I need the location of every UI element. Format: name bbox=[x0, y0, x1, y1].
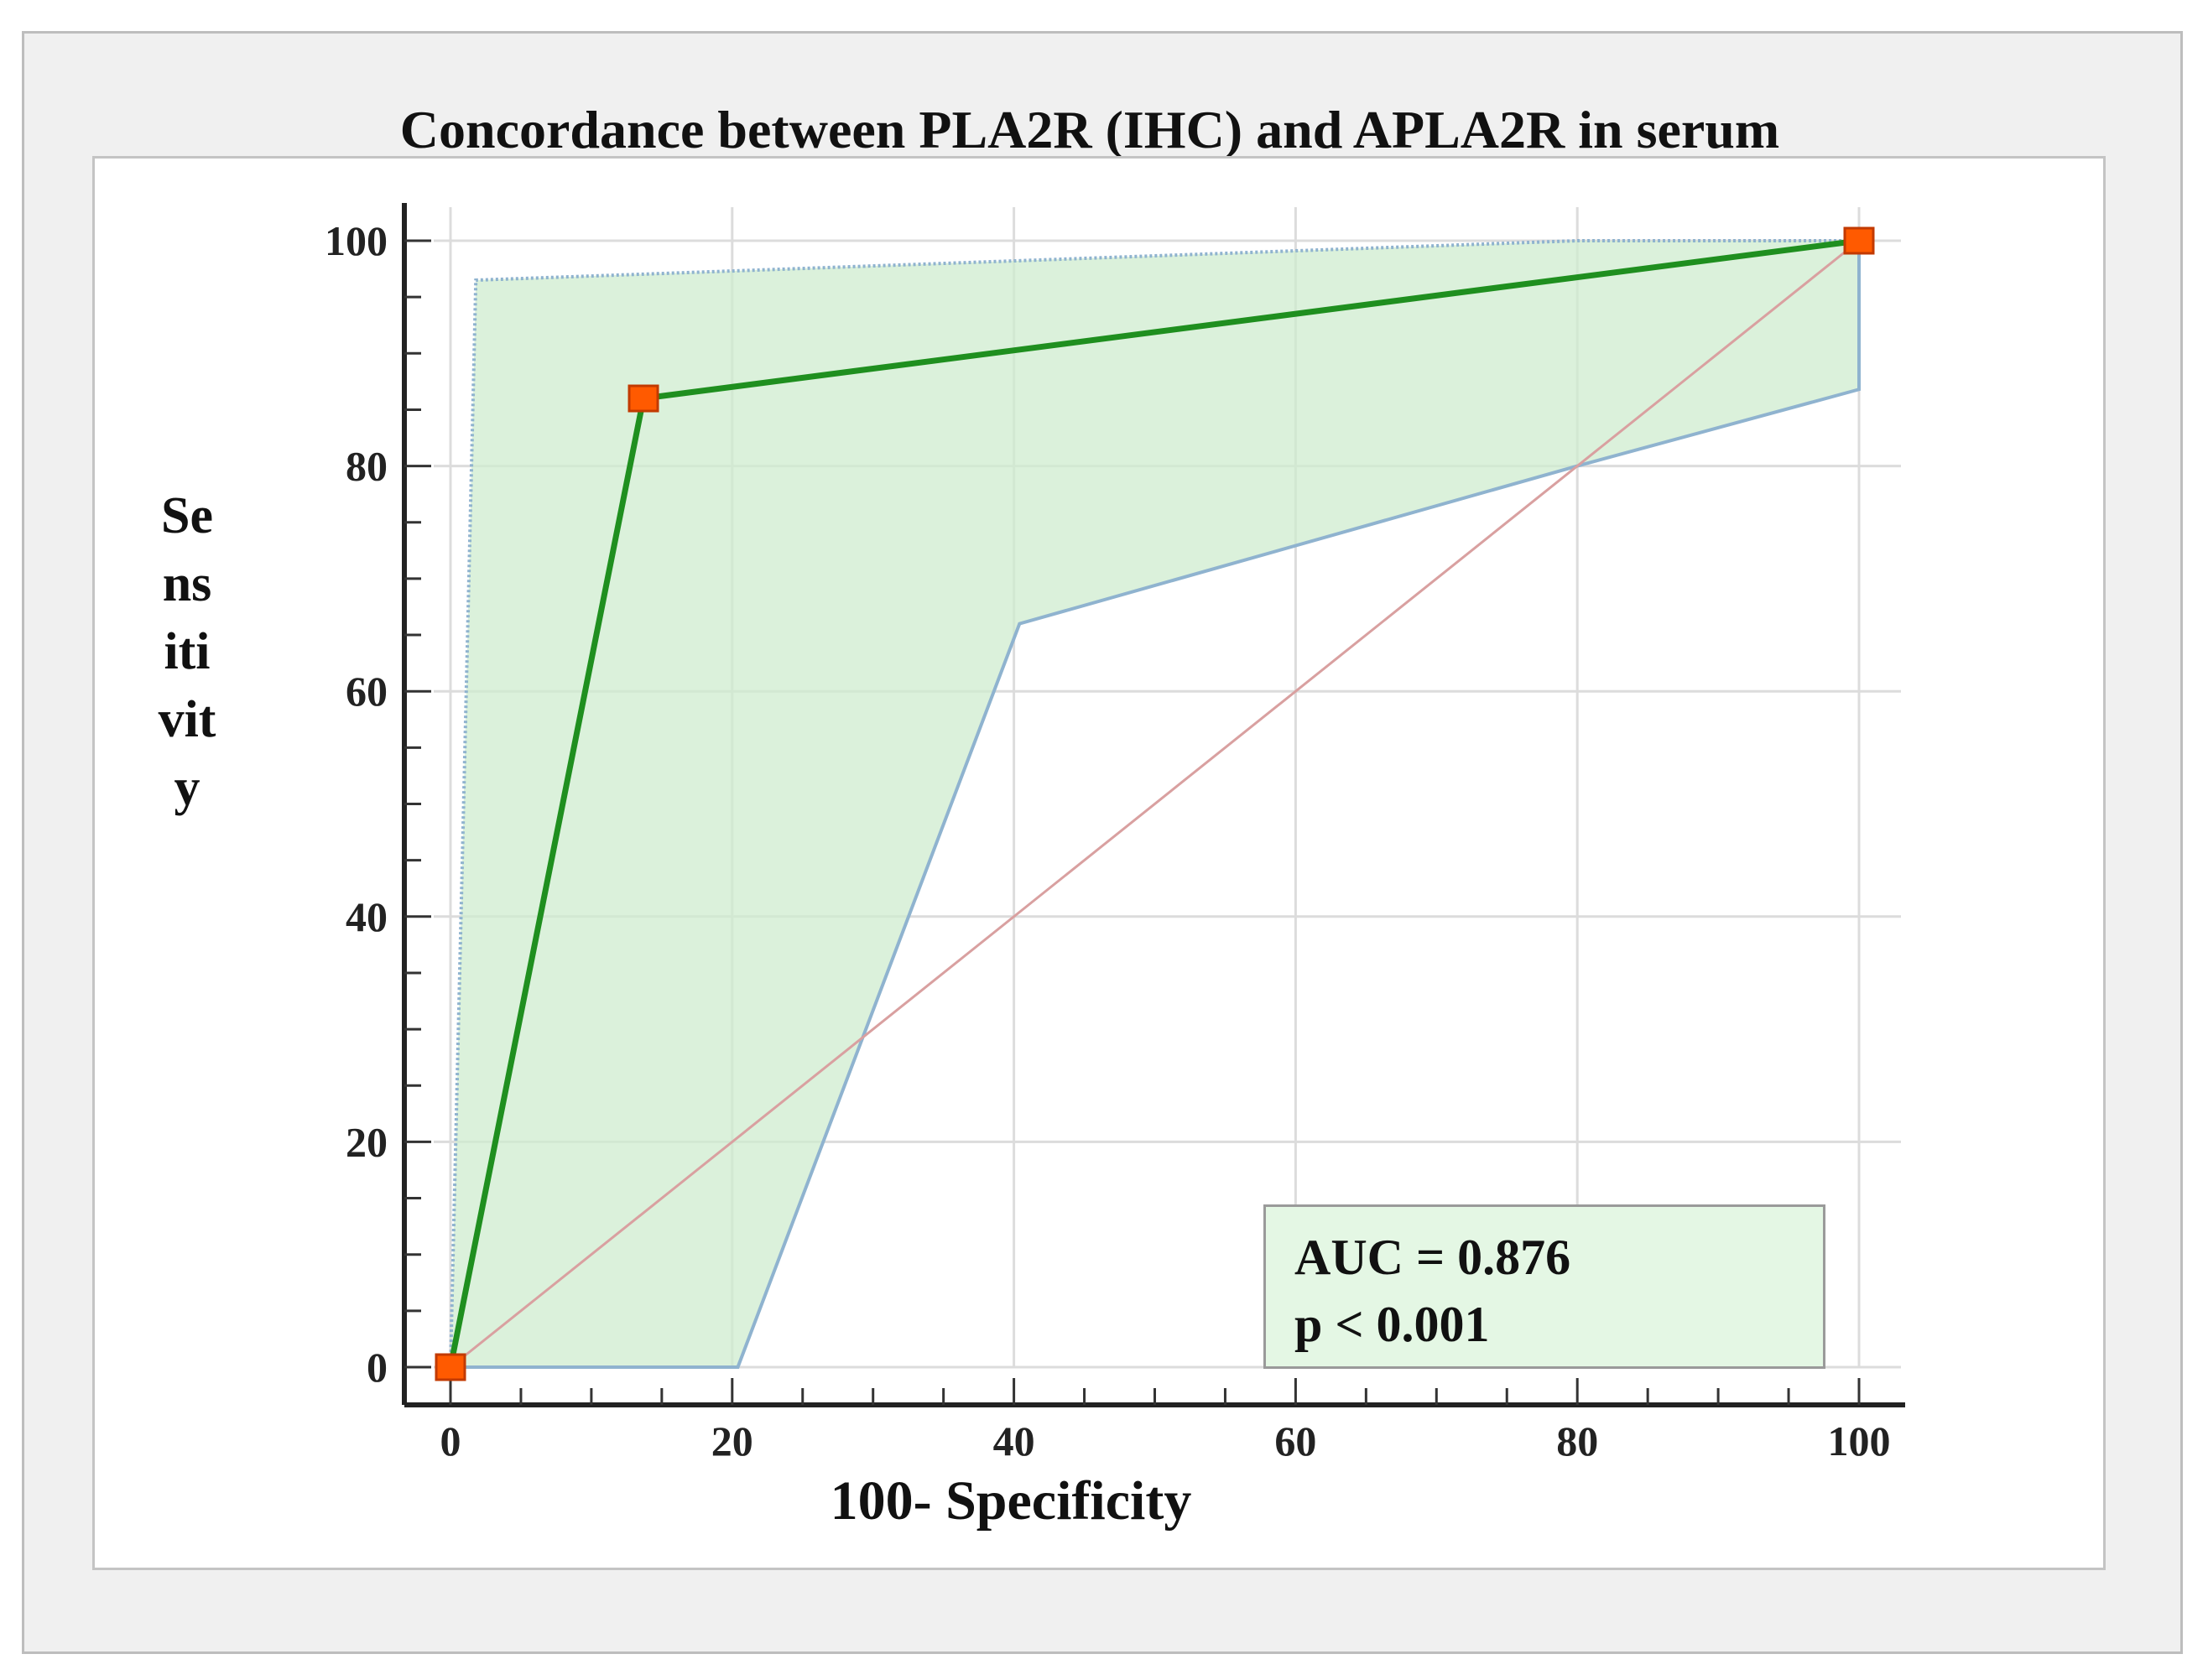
x-tick-label: 60 bbox=[1274, 1417, 1316, 1464]
y-tick-label: 60 bbox=[346, 668, 388, 715]
y-tick-label: 40 bbox=[346, 893, 388, 940]
x-axis-label: 100- Specificity bbox=[830, 1470, 1192, 1532]
x-tick-label: 80 bbox=[1556, 1417, 1598, 1464]
roc-point-marker bbox=[435, 1353, 466, 1381]
x-tick-label: 40 bbox=[993, 1417, 1035, 1464]
confidence-lower-bound bbox=[450, 241, 1861, 1369]
x-tick-label: 20 bbox=[711, 1417, 753, 1464]
y-tick-label: 20 bbox=[346, 1118, 388, 1165]
roc-point-marker bbox=[1843, 226, 1875, 255]
marker-layer bbox=[435, 226, 1875, 1381]
roc-point-marker bbox=[628, 384, 659, 413]
tick-label-layer: 0 20 40 60 80 100 0 20 40 60 80 100 bbox=[325, 217, 1891, 1464]
axes-layer bbox=[402, 203, 1905, 1407]
confidence-upper-bound bbox=[449, 239, 1859, 1368]
y-tick-label: 100 bbox=[325, 217, 388, 264]
y-tick-label: 0 bbox=[367, 1344, 388, 1391]
x-tick-label: 0 bbox=[440, 1417, 461, 1464]
y-tick-label: 80 bbox=[346, 443, 388, 490]
auc-annotation-box: AUC = 0.876 p < 0.001 bbox=[1263, 1204, 1825, 1369]
p-value: p < 0.001 bbox=[1294, 1297, 1490, 1352]
x-tick-label: 100 bbox=[1828, 1417, 1891, 1464]
reference-diagonal-line bbox=[450, 239, 1860, 1369]
reference-line-layer bbox=[450, 239, 1860, 1369]
y-axis-label: Sensitivity bbox=[158, 487, 216, 816]
auc-value: AUC = 0.876 bbox=[1294, 1230, 1571, 1285]
chart-title: Concordance between PLA2R (IHC) and APLA… bbox=[399, 100, 1780, 159]
